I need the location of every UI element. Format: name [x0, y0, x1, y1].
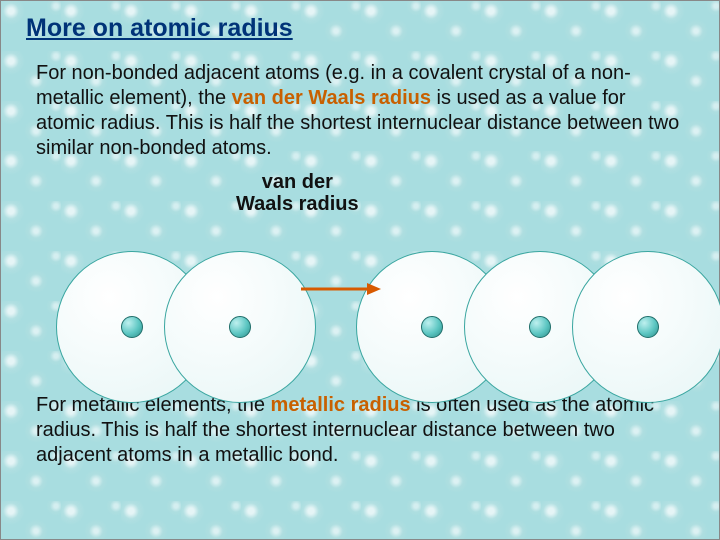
term-metallic-radius: metallic radius	[271, 394, 411, 416]
vdw-radius-diagram: van der Waals radius	[26, 171, 694, 381]
term-van-der-waals-radius: van der Waals radius	[232, 87, 431, 109]
paragraph-metallic: For metallic elements, the metallic radi…	[26, 393, 694, 468]
paragraph-vdw: For non-bonded adjacent atoms (e.g. in a…	[26, 61, 694, 161]
slide-content: More on atomic radius For non-bonded adj…	[0, 0, 720, 498]
vdw-radius-arrow-icon	[26, 171, 720, 381]
slide-title: More on atomic radius	[26, 14, 694, 43]
